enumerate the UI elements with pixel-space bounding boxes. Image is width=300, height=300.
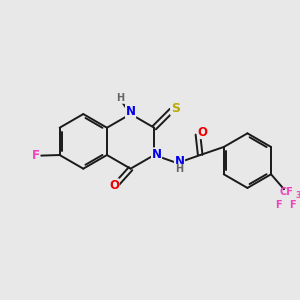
Text: O: O [109,179,119,192]
Text: N: N [175,155,184,168]
Text: CF: CF [280,187,294,197]
Text: 3: 3 [296,191,300,200]
Text: F: F [289,200,296,210]
Text: N: N [152,148,161,161]
Text: N: N [126,105,136,118]
Text: S: S [171,102,180,115]
Text: H: H [176,164,184,174]
Text: H: H [116,93,124,103]
Text: O: O [198,125,208,139]
Text: F: F [32,149,40,162]
Text: F: F [275,200,282,210]
